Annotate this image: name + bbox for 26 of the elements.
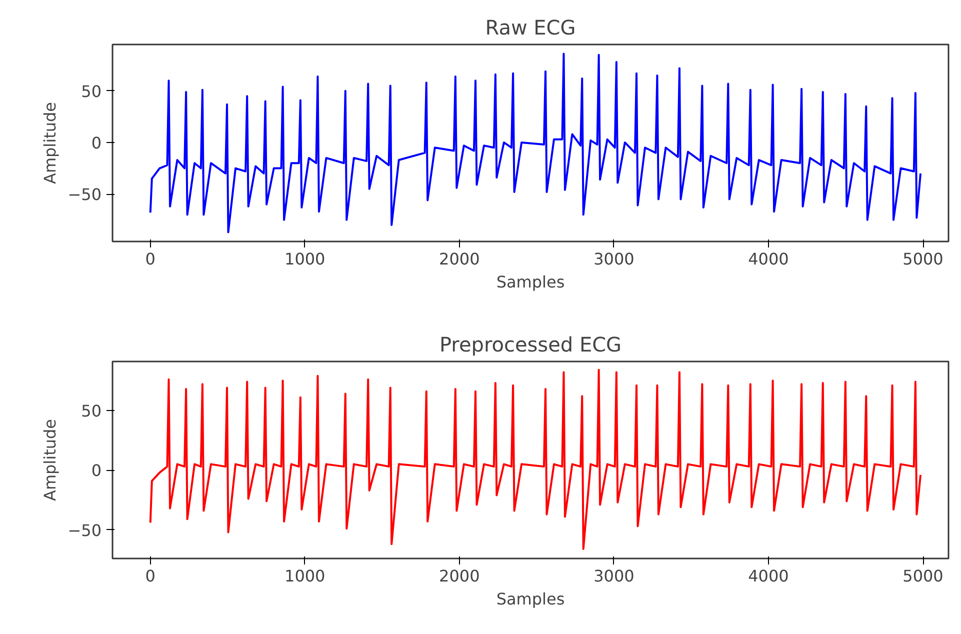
chart-title: Preprocessed ECG bbox=[439, 332, 622, 356]
y-tick-label: 0 bbox=[91, 461, 102, 480]
y-axis-title: Amplitude bbox=[40, 102, 60, 184]
x-tick-label: 5000 bbox=[902, 250, 944, 268]
x-tick-label: 3000 bbox=[594, 566, 634, 586]
line-series bbox=[149, 52, 922, 234]
y-axis-title: Amplitude bbox=[40, 418, 60, 501]
line-series bbox=[149, 368, 922, 550]
x-axis-title: Samples bbox=[496, 590, 565, 608]
y-tick-label: 0 bbox=[91, 133, 102, 152]
x-axis-title: Samples bbox=[496, 272, 565, 292]
x-tick-label: 5000 bbox=[902, 566, 944, 586]
x-tick-label: 4000 bbox=[748, 250, 789, 268]
y-tick-label: 50 bbox=[81, 82, 102, 101]
x-tick-label: 1000 bbox=[284, 566, 326, 586]
x-tick-label: 2000 bbox=[439, 566, 480, 586]
x-tick-label: 0 bbox=[145, 566, 156, 586]
y-tick-label: 50 bbox=[81, 401, 102, 420]
x-tick-label: 1000 bbox=[284, 250, 326, 268]
x-tick-label: 2000 bbox=[439, 250, 480, 268]
y-tick-label: −50 bbox=[68, 185, 102, 204]
x-tick-label: 4000 bbox=[748, 566, 789, 586]
y-tick-label: −50 bbox=[68, 520, 102, 540]
x-tick-label: 0 bbox=[145, 250, 156, 268]
chart-title: Raw ECG bbox=[485, 16, 576, 40]
x-tick-label: 3000 bbox=[594, 250, 634, 268]
